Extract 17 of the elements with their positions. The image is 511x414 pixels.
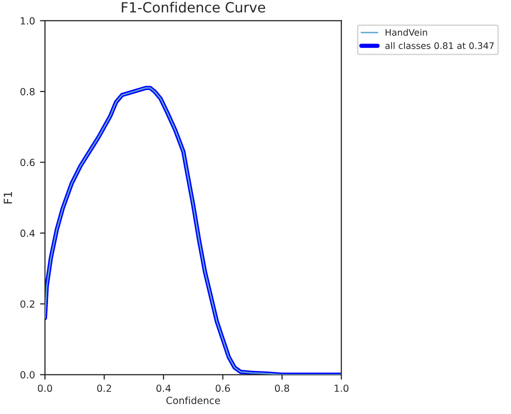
y-tick-label: 0.0	[20, 371, 35, 378]
x-tick-label: 0.2	[97, 384, 111, 392]
chart-title: F1-Confidence Curve	[122, 2, 266, 13]
y-tick-label: 0.2	[20, 300, 34, 308]
legend-label: HandVein	[386, 28, 428, 36]
y-tick-label: 0.4	[20, 230, 35, 237]
x-tick-label: 1.0	[334, 384, 348, 392]
y-axis-title: F1	[4, 192, 12, 204]
x-tick-label: 0.8	[274, 384, 290, 392]
x-tick-label: 0.0	[38, 384, 52, 392]
legend-label: all classes 0.81 at 0.347	[385, 42, 494, 50]
y-tick-label: 0.8	[20, 88, 35, 96]
y-tick-label: 0.6	[20, 158, 35, 166]
x-tick-label: 0.6	[216, 384, 230, 392]
y-tick-label: 1.0	[20, 17, 35, 25]
x-tick-label: 0.4	[156, 384, 171, 392]
x-axis-title: Confidence	[166, 396, 220, 404]
